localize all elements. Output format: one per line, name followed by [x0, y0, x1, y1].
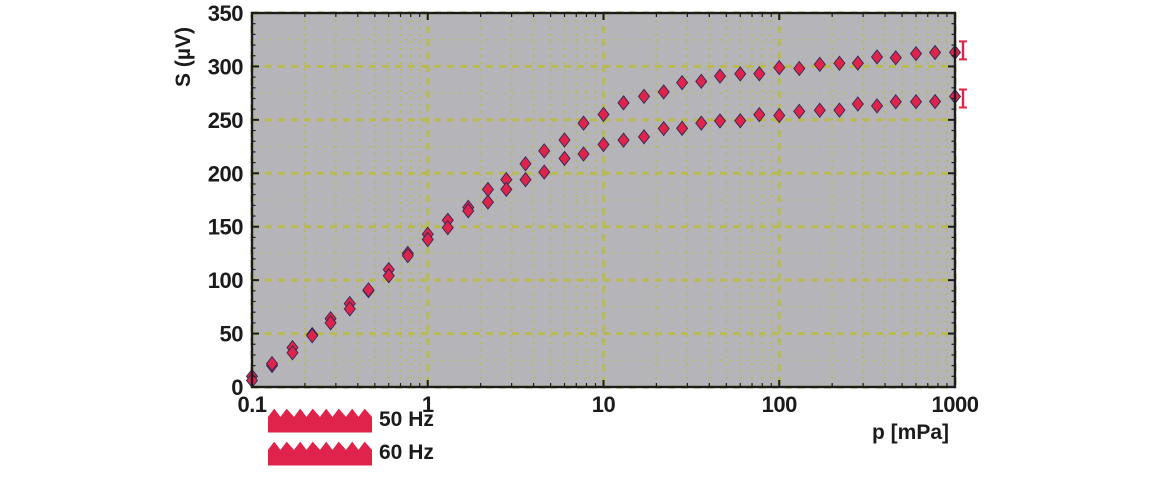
legend-marker-50hz-icon [268, 408, 372, 433]
svg-text:100: 100 [208, 268, 243, 293]
legend: 50 Hz 60 Hz [268, 403, 434, 469]
legend-item-60hz: 60 Hz [268, 436, 434, 469]
legend-label-50hz: 50 Hz [379, 407, 434, 431]
svg-text:10: 10 [592, 392, 616, 417]
y-axis-title: S (µV) [172, 27, 195, 87]
svg-text:300: 300 [208, 54, 243, 79]
svg-text:250: 250 [208, 108, 243, 133]
svg-text:0: 0 [231, 375, 243, 400]
x-tick-labels: 0.1 1 10 100 1000 [237, 392, 979, 417]
svg-text:350: 350 [208, 1, 243, 26]
svg-text:100: 100 [762, 392, 797, 417]
x-axis-title: p [mPa] [872, 421, 950, 444]
legend-label-60hz: 60 Hz [379, 440, 434, 464]
legend-item-50hz: 50 Hz [268, 403, 434, 436]
svg-text:1: 1 [422, 392, 434, 417]
legend-marker-60hz-icon [268, 441, 372, 466]
axis-ticks [251, 12, 956, 388]
y-tick-labels: 0 50 100 150 200 250 300 350 [208, 1, 244, 400]
series-60-hz [245, 88, 967, 389]
svg-text:200: 200 [208, 161, 243, 186]
svg-text:0.1: 0.1 [237, 392, 266, 417]
svg-text:150: 150 [208, 215, 243, 240]
svg-text:1000: 1000 [932, 392, 979, 417]
svg-text:50: 50 [220, 322, 244, 347]
